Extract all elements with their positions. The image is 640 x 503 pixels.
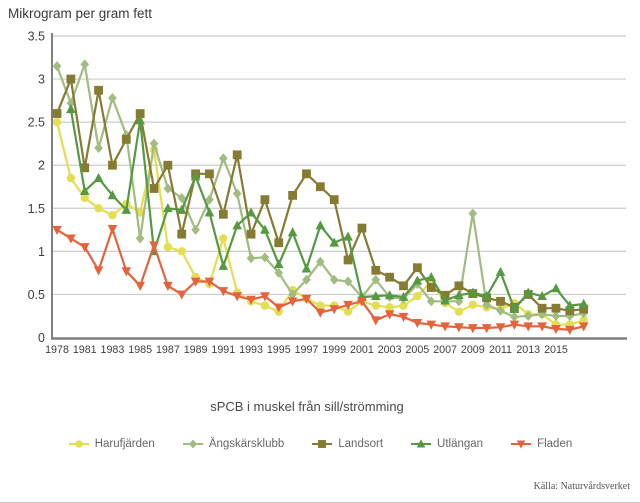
legend-label: Ängskärsklubb [208, 438, 285, 450]
svg-text:1: 1 [38, 245, 45, 259]
svg-text:2007: 2007 [433, 344, 457, 356]
svg-text:2015: 2015 [544, 344, 568, 356]
gridlines [52, 35, 626, 296]
series-Utlängan [66, 104, 589, 313]
svg-text:0.5: 0.5 [28, 288, 45, 302]
svg-text:2011: 2011 [489, 344, 512, 356]
x-tick-labels: 1978 1981 1983 1985 1987 1989 1991 1993 1995 1997… [45, 344, 568, 356]
series-Landsort [52, 74, 589, 316]
svg-text:3.5: 3.5 [28, 30, 45, 44]
svg-text:2.5: 2.5 [28, 116, 45, 130]
fladen-marker-icon [511, 440, 532, 449]
chart-legend: Harufjärden Ängskärsklubb Landsort Utlän… [0, 438, 640, 450]
legend-item-utlangan: Utlängan [410, 438, 483, 450]
svg-text:2013: 2013 [516, 344, 540, 356]
svg-text:2001: 2001 [350, 344, 374, 356]
utlangan-marker-icon [411, 439, 432, 448]
svg-text:2009: 2009 [461, 344, 485, 356]
svg-text:1981: 1981 [73, 344, 97, 356]
source-note: Källa: Naturvårdsverket [533, 481, 630, 492]
y-axis-title: Mikrogram per gram fett [8, 6, 153, 21]
svg-text:1983: 1983 [101, 344, 125, 356]
legend-label: Fladen [537, 438, 573, 450]
legend-label: Utlängan [437, 438, 484, 450]
svg-text:1995: 1995 [267, 344, 291, 356]
svg-text:1987: 1987 [156, 344, 180, 356]
svg-text:1985: 1985 [128, 344, 152, 356]
legend-label: Landsort [338, 438, 384, 450]
svg-text:2003: 2003 [378, 344, 402, 356]
svg-text:1978: 1978 [45, 344, 69, 356]
svg-text:1.5: 1.5 [28, 202, 45, 216]
series-Fladen [52, 225, 589, 335]
axes [51, 33, 627, 340]
landsort-marker-icon [312, 440, 333, 448]
x-axis-title: sPCB i muskel från sill/strömming [210, 399, 404, 414]
svg-text:1989: 1989 [184, 344, 208, 356]
legend-label: Harufjärden [94, 438, 155, 450]
svg-text:1999: 1999 [322, 344, 346, 356]
y-tick-labels: 0 0.5 1 1.5 2 2.5 3 3.5 [28, 30, 45, 346]
svg-text:2: 2 [38, 159, 45, 173]
harufjarden-marker-icon [68, 440, 89, 448]
legend-item-harufjarden: Harufjärden [68, 438, 155, 450]
legend-item-fladen: Fladen [510, 438, 572, 450]
line-chart: 0 0.5 1 1.5 2 2.5 3 3.5 1978 1981 1983 1985 1987 1989… [28, 30, 627, 356]
svg-text:0: 0 [38, 331, 45, 345]
svg-text:1997: 1997 [295, 344, 319, 356]
svg-text:3: 3 [38, 73, 45, 87]
svg-text:2005: 2005 [405, 344, 429, 356]
legend-item-angskarsklubb: Ängskärsklubb [182, 438, 284, 450]
angskarsklubb-marker-icon [182, 439, 203, 449]
svg-text:1993: 1993 [239, 344, 263, 356]
svg-text:1991: 1991 [211, 344, 235, 356]
legend-item-landsort: Landsort [311, 438, 383, 450]
